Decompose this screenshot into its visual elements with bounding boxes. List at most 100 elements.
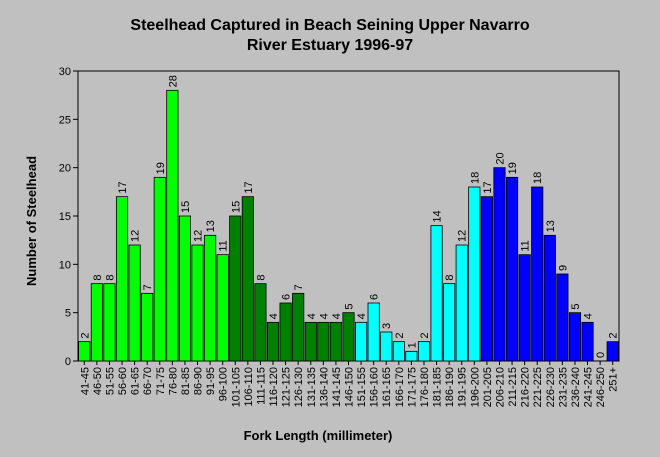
y-tick-label: 20 — [59, 163, 71, 175]
x-tick-label: 121-125 — [281, 367, 293, 407]
y-tick-label: 25 — [59, 114, 71, 126]
x-tick-label: 106-110 — [243, 367, 255, 407]
x-tick-label: 41-45 — [79, 367, 91, 395]
bar — [292, 292, 305, 362]
data-label: 5 — [570, 304, 582, 310]
bar — [480, 196, 493, 362]
x-tick-label: 226-230 — [545, 367, 557, 407]
bar — [153, 176, 166, 362]
x-tick-label: 241-245 — [583, 367, 595, 407]
x-tick-label: 161-165 — [381, 367, 393, 407]
data-label: 1 — [406, 342, 418, 348]
data-label: 17 — [117, 181, 129, 193]
x-tick-label: 191-195 — [457, 367, 469, 407]
x-tick-label: 231-235 — [557, 367, 569, 407]
x-tick-label: 116-120 — [268, 367, 280, 407]
bar — [455, 244, 468, 362]
bar — [505, 176, 519, 362]
bar — [581, 321, 594, 362]
data-label: 18 — [532, 172, 544, 184]
data-label: 4 — [268, 313, 280, 319]
x-tick-label: 61-65 — [130, 367, 142, 395]
bar — [543, 234, 556, 362]
x-axis: 41-45 46-50 51-55 56-60 61-65 66-70 71-75 76-80… — [79, 361, 620, 407]
x-tick-label: 126-130 — [293, 367, 305, 407]
data-label: 15 — [230, 201, 242, 213]
x-tick-label: 81-85 — [180, 367, 192, 395]
x-tick-label: 171-175 — [406, 367, 418, 407]
data-label: 2 — [608, 333, 620, 339]
bar — [568, 312, 582, 362]
x-tick-label: 46-50 — [92, 367, 104, 395]
y-tick-label: 5 — [65, 308, 71, 320]
x-tick-label: 131-135 — [306, 367, 318, 407]
bar — [329, 321, 342, 362]
bar — [141, 292, 154, 362]
bar — [443, 283, 456, 362]
data-label: 6 — [369, 294, 381, 300]
data-label: 12 — [130, 230, 142, 242]
bar — [518, 254, 531, 362]
x-tick-label: 246-250 — [595, 367, 607, 407]
x-tick-label: 166-170 — [394, 367, 406, 407]
x-tick-label: 111-115 — [255, 367, 267, 405]
x-tick-label: 91-95 — [205, 367, 217, 395]
data-label: 13 — [545, 220, 557, 232]
data-label: 17 — [243, 181, 255, 193]
x-tick-label: 151-155 — [356, 367, 368, 407]
x-tick-label: 136-140 — [318, 367, 330, 407]
bar — [405, 350, 418, 362]
data-label: 17 — [482, 181, 494, 193]
y-tick-label: 10 — [59, 259, 71, 271]
x-tick-label: 221-225 — [532, 367, 544, 407]
x-tick-label: 56-60 — [117, 367, 129, 395]
bar — [254, 283, 267, 362]
data-label: 11 — [218, 240, 230, 251]
data-label: 14 — [432, 210, 444, 222]
data-label: 8 — [255, 275, 267, 281]
data-label: 15 — [180, 201, 192, 213]
x-tick-label: 236-240 — [570, 367, 582, 407]
bar — [229, 215, 242, 362]
data-label: 4 — [306, 313, 318, 319]
data-label: 4 — [318, 313, 330, 319]
bar — [380, 331, 393, 362]
x-tick-label: 101-105 — [230, 367, 242, 407]
y-axis-label: Number of Steelhead — [24, 156, 39, 286]
data-label: 4 — [356, 313, 368, 319]
x-axis-label: Fork Length (millimeter) — [244, 428, 393, 443]
data-label: 8 — [444, 275, 456, 281]
x-tick-label: 196-200 — [469, 367, 481, 407]
chart-title-line-1: Steelhead Captured in Beach Seining Uppe… — [130, 17, 529, 34]
bar — [178, 215, 192, 362]
bar — [128, 244, 141, 362]
bar — [417, 341, 431, 362]
data-label: 6 — [281, 294, 293, 300]
bar — [266, 321, 280, 362]
bar — [90, 283, 103, 362]
data-label: 3 — [381, 323, 393, 329]
bar — [342, 312, 355, 362]
x-tick-label: 186-190 — [444, 367, 456, 407]
data-label: 0 — [595, 352, 607, 358]
x-tick-label: 176-180 — [419, 367, 431, 407]
bar — [204, 234, 217, 362]
bar — [606, 341, 619, 362]
bar — [468, 186, 481, 362]
data-label: 7 — [142, 284, 154, 290]
data-label: 9 — [557, 265, 569, 271]
bar — [78, 341, 91, 362]
y-tick-label: 15 — [59, 211, 71, 223]
bar — [115, 196, 129, 362]
x-tick-label: 201-205 — [482, 367, 494, 407]
bar — [304, 321, 317, 362]
bar — [216, 254, 229, 362]
data-label: 20 — [494, 152, 506, 164]
bar — [241, 196, 254, 362]
x-tick-label: 156-160 — [369, 367, 381, 407]
data-label: 2 — [419, 333, 431, 339]
data-label: 12 — [457, 230, 469, 242]
x-tick-label: 71-75 — [155, 367, 167, 395]
